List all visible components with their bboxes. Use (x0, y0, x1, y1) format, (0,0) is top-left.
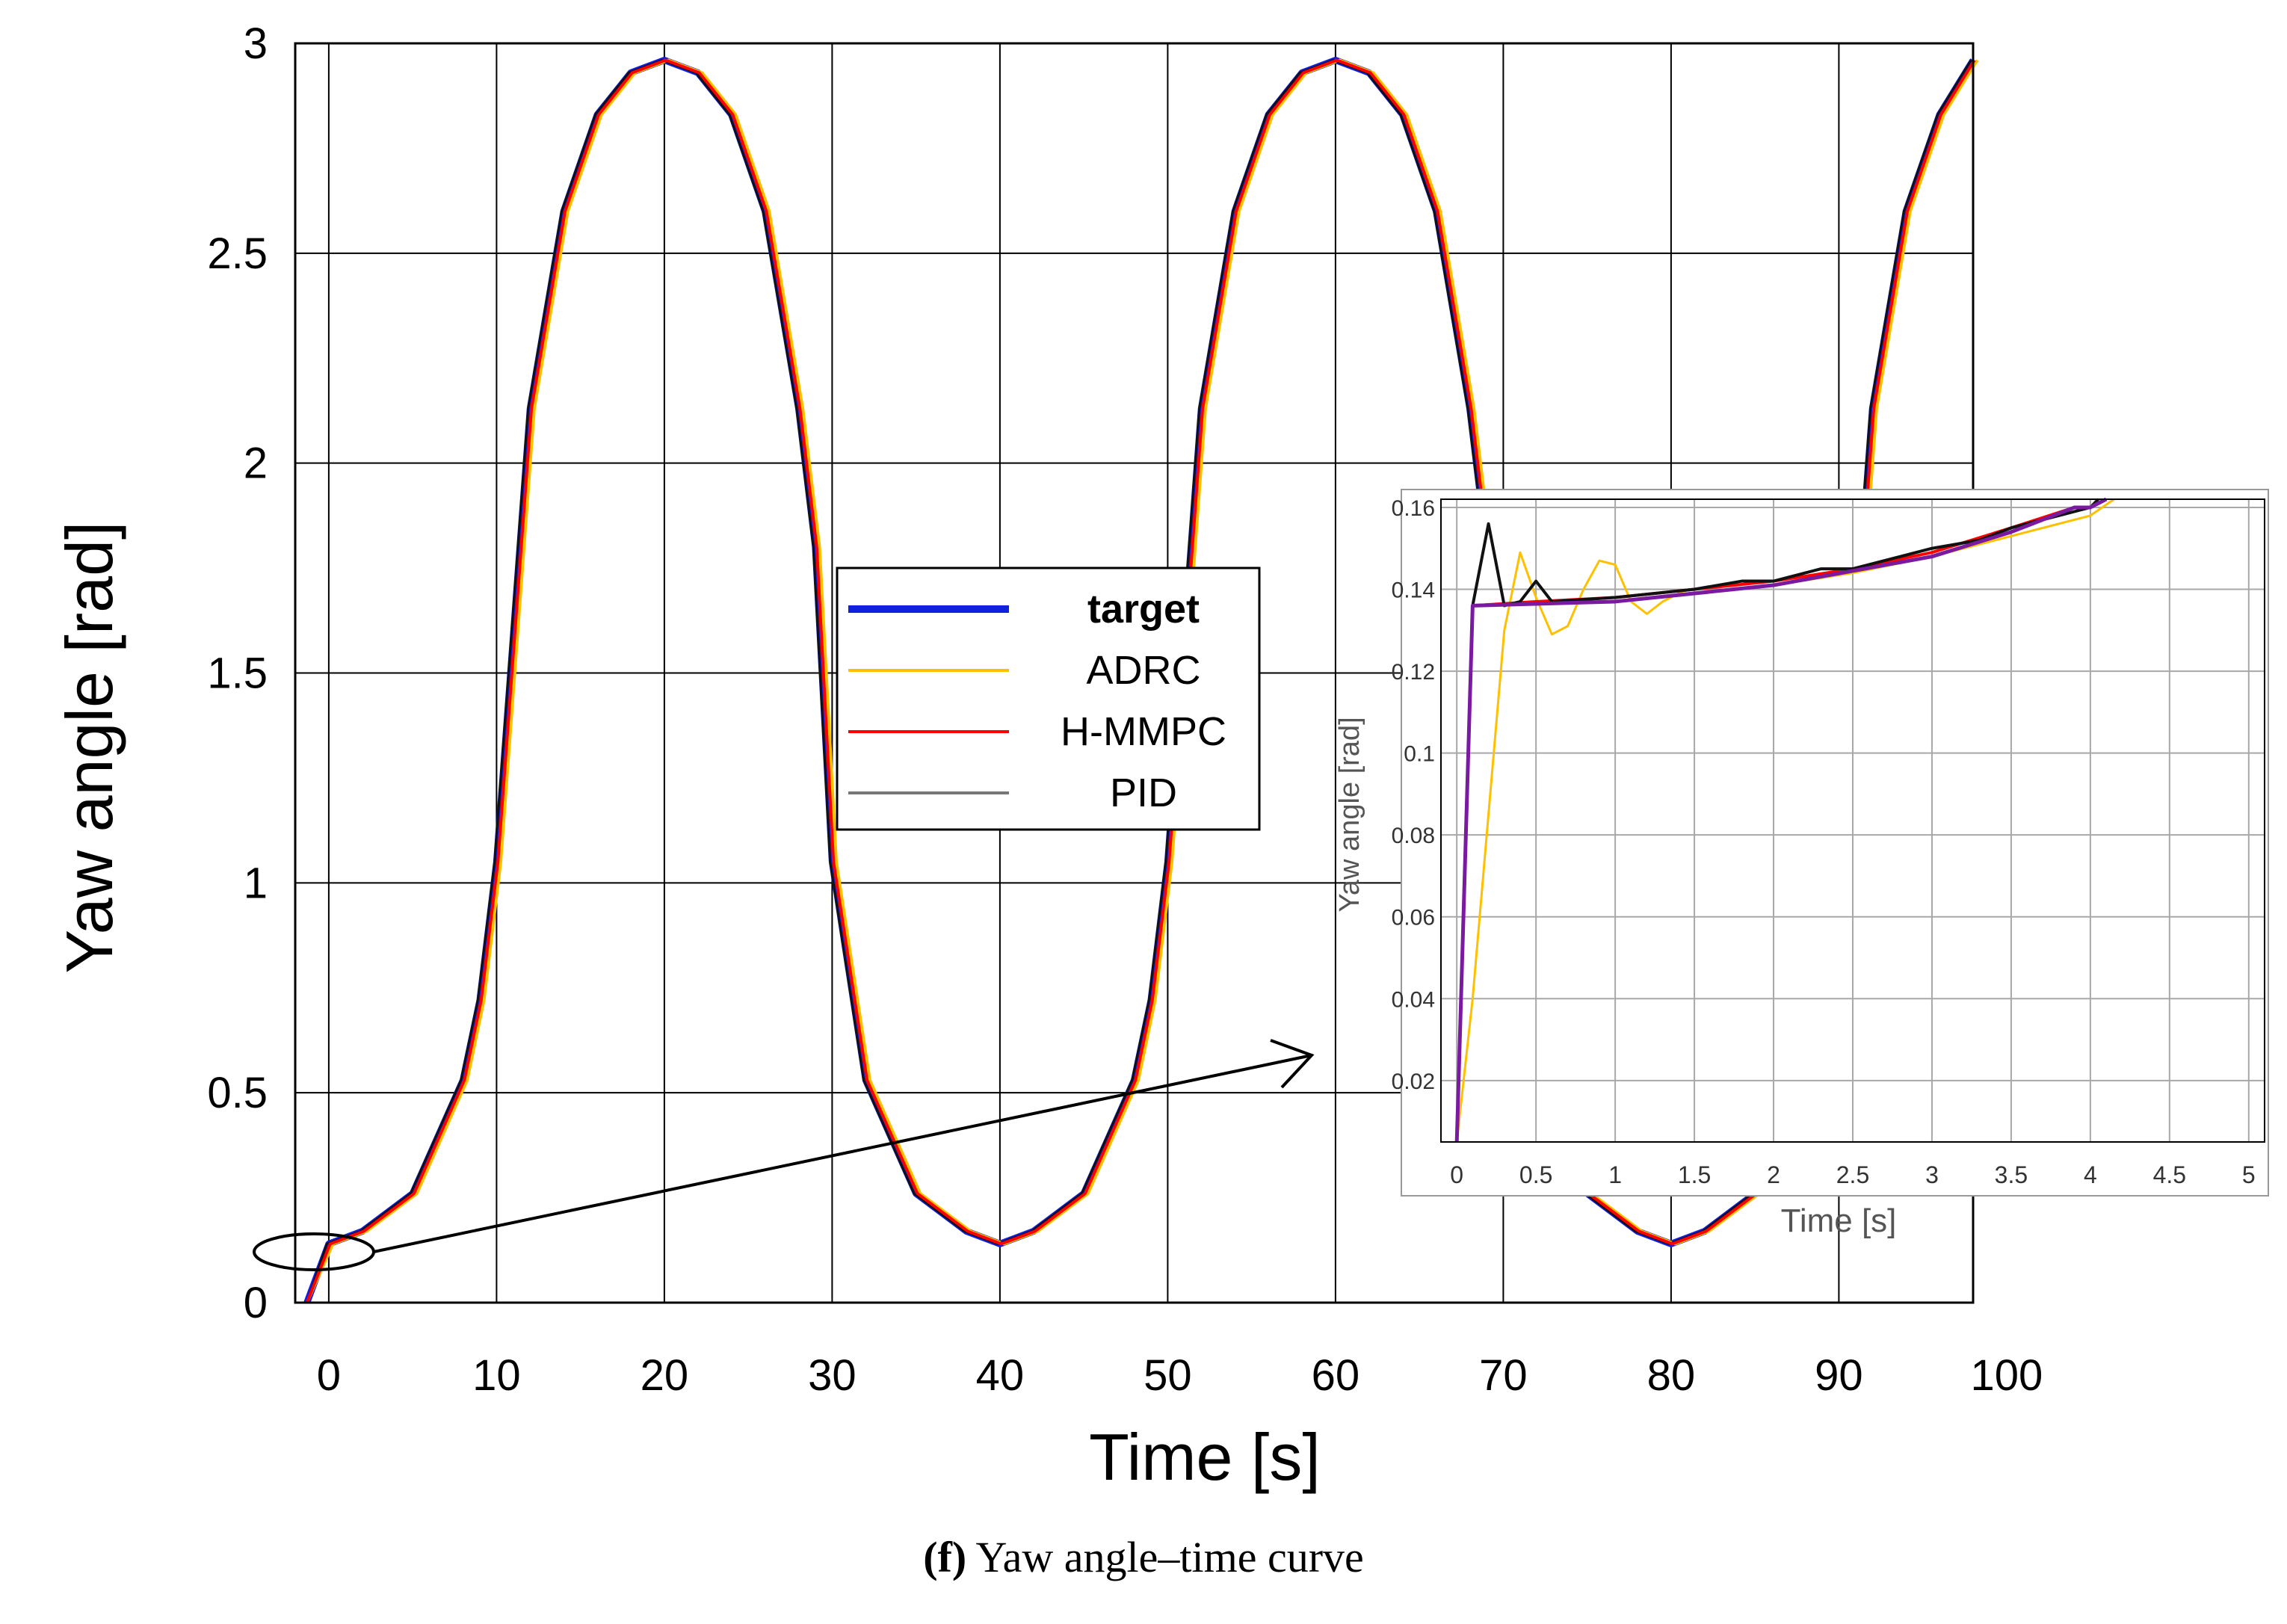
inset-y-axis-label: Yaw angle [rad] (1334, 717, 1365, 912)
inset-plot-frame (1440, 498, 2265, 1143)
zoom-arrow-head (1270, 1039, 1315, 1089)
legend-label-adrc: ADRC (1086, 648, 1200, 693)
inset-x-tick-label: 5 (2242, 1161, 2256, 1188)
main-x-tick-label: 50 (1144, 1351, 1192, 1400)
legend-label-h-mmpc: H-MMPC (1061, 709, 1226, 754)
main-x-axis-label: Time [s] (1089, 1420, 1321, 1494)
inset-x-axis-label: Time [s] (1781, 1202, 1897, 1239)
inset-x-tick-label: 0.5 (1519, 1161, 1552, 1188)
main-y-tick-label: 2 (244, 439, 268, 488)
main-series-lines (303, 56, 1979, 1304)
main-x-tick-label: 10 (472, 1351, 521, 1400)
main-x-tick-label: 100 (1971, 1351, 2043, 1400)
main-y-tick-label: 1.5 (207, 649, 268, 698)
inset-x-tick-label: 1 (1608, 1161, 1622, 1188)
caption-label: (f) (923, 1533, 967, 1581)
main-y-tick-label: 2.5 (207, 229, 268, 278)
caption-text: Yaw angle–time curve (966, 1533, 1364, 1581)
legend-label-target: target (1087, 587, 1200, 632)
inset-y-tick-label: 0.04 (1392, 987, 1435, 1012)
inset-gridlines (1441, 499, 2265, 1142)
main-x-tick-label: 20 (641, 1351, 689, 1400)
inset-y-tick-label: 0.02 (1392, 1069, 1435, 1094)
legend-label-pid: PID (1110, 771, 1177, 815)
figure-caption: (f) Yaw angle–time curve (0, 1532, 2287, 1582)
inset-y-tick-label: 0.14 (1392, 578, 1435, 603)
inset-y-tick-label: 0.08 (1392, 824, 1435, 848)
inset-x-tick-label: 4.5 (2153, 1161, 2186, 1188)
inset-y-tick-label: 0.16 (1392, 496, 1435, 521)
main-y-tick-label: 0.5 (207, 1069, 268, 1117)
inset-x-tick-label: 4 (2084, 1161, 2097, 1188)
main-series-h-mmpc (305, 58, 1976, 1303)
inset-x-tick-label: 2 (1767, 1161, 1780, 1188)
inset-y-tick-label: 0.06 (1392, 906, 1435, 930)
main-y-tick-label: 0 (244, 1279, 268, 1327)
inset-tick-labels: 0 0.5 1 1.5 2 2.5 3 3.5 4 4.5 5 0.02 0.04 0.06 0.08 0.1… (1392, 496, 2256, 1188)
main-x-tick-label: 80 (1647, 1351, 1696, 1400)
inset-x-tick-label: 1.5 (1678, 1161, 1711, 1188)
inset-background (1401, 489, 2269, 1197)
main-x-tick-label: 30 (808, 1351, 857, 1400)
inset-series-lines (1454, 497, 2115, 1143)
inset-y-tick-label: 0.1 (1404, 742, 1435, 767)
legend-box: target ADRC H-MMPC PID (836, 566, 1261, 831)
main-y-tick-label: 1 (244, 859, 268, 907)
main-x-tick-label: 40 (976, 1351, 1025, 1400)
inset-series-target (1454, 497, 2108, 1143)
inset-x-tick-label: 3 (1925, 1161, 1939, 1188)
main-y-tick-label: 3 (244, 19, 268, 68)
main-x-tick-label: 90 (1815, 1351, 1863, 1400)
inset-y-tick-label: 0.12 (1392, 660, 1435, 685)
main-x-tick-label: 70 (1479, 1351, 1528, 1400)
inset-x-tick-label: 0 (1450, 1161, 1463, 1188)
zoom-arrow-line (373, 1054, 1312, 1253)
zoom-region-ellipse (253, 1232, 375, 1271)
inset-x-tick-label: 3.5 (1995, 1161, 2028, 1188)
main-y-axis-label: Yaw angle [rad] (52, 522, 126, 974)
main-x-tick-label: 60 (1312, 1351, 1360, 1400)
inset-x-tick-label: 2.5 (1836, 1161, 1869, 1188)
main-x-tick-label: 0 (317, 1351, 341, 1400)
